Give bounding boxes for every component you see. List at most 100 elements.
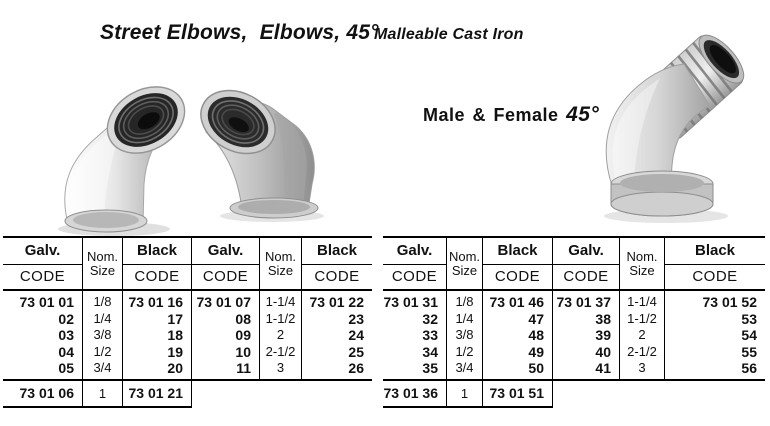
header-galv-code: Galv. CODE xyxy=(553,238,620,289)
table-cell: 1-1/2 xyxy=(627,310,657,326)
nom-size-column: 1/8 1/4 3/8 1/2 3/4 xyxy=(447,291,483,379)
caption-angle: 45° xyxy=(566,103,600,126)
galv-code-column: 73 01 37 38 39 40 41 xyxy=(553,291,620,379)
table-cell: 03 xyxy=(58,327,74,343)
table-cell: 19 xyxy=(167,343,183,360)
table-cell: 1/2 xyxy=(455,343,474,359)
table-cell: 33 xyxy=(422,327,438,343)
caption-text: Male & Female xyxy=(423,105,559,125)
page-subtitle: Malleable Cast Iron xyxy=(374,26,524,43)
table-cell: 17 xyxy=(167,310,183,327)
footer-galv-code: 73 01 06 xyxy=(3,380,83,406)
nom-size-column: 1/8 1/4 3/8 1/2 3/4 xyxy=(83,291,123,379)
table-cell: 73 01 31 xyxy=(383,294,439,310)
table-header: Galv. CODE Nom. Size Black CODE Galv. CO… xyxy=(383,236,765,291)
table-cell: 3 xyxy=(276,360,285,375)
nom-size-column: 1-1/4 1-1/2 2 2-1/2 3 xyxy=(620,291,665,379)
table-cell: 23 xyxy=(348,310,364,327)
galvanized-45-elbow-photo xyxy=(58,86,186,236)
table-body: 73 01 01 02 03 04 05 1/8 1/4 3/8 1/2 3/4 73 01 1… xyxy=(3,291,372,381)
page-title: Street Elbows, Elbows, 45° xyxy=(100,21,379,44)
table-cell: 56 xyxy=(741,360,757,376)
table-cell: 47 xyxy=(528,310,544,327)
table-cell: 04 xyxy=(58,343,74,360)
header-black-code: Black CODE xyxy=(123,238,192,289)
nom-size-column: 1-1/4 1-1/2 2 2-1/2 3 xyxy=(260,291,302,379)
header-nom-size: Nom. Size xyxy=(83,238,123,289)
header-black-code: Black CODE xyxy=(302,238,372,289)
table-cell: 73 01 07 xyxy=(196,294,252,310)
table-cell: 2 xyxy=(638,327,646,342)
header-nom-size: Nom. Size xyxy=(620,238,665,289)
table-cell: 73 01 52 xyxy=(702,294,758,310)
footer-nom-size: 1 xyxy=(83,380,123,406)
table-cell: 24 xyxy=(348,327,364,343)
table-cell: 08 xyxy=(235,310,251,327)
table-cell: 73 01 22 xyxy=(309,294,365,310)
galv-code-column: 73 01 31 32 33 34 35 xyxy=(383,291,447,379)
table-cell: 25 xyxy=(348,343,364,360)
header-black-code: Black CODE xyxy=(483,238,553,289)
table-cell: 3 xyxy=(638,360,646,375)
black-code-column: 73 01 52 53 54 55 56 xyxy=(665,291,765,379)
footer-black-code: 73 01 21 xyxy=(123,380,192,406)
header-galv-code: Galv. CODE xyxy=(3,238,83,289)
galv-code-column: 73 01 01 02 03 04 05 xyxy=(3,291,83,379)
table-cell: 73 01 16 xyxy=(128,294,184,310)
table-cell: 2 xyxy=(276,327,285,342)
table-footer-row: 73 01 36 1 73 01 51 xyxy=(383,380,553,408)
footer-galv-code: 73 01 36 xyxy=(383,380,447,406)
table-cell: 3/4 xyxy=(93,360,112,375)
stainless-45-elbow-photo xyxy=(200,89,324,222)
table-cell: 73 01 01 xyxy=(19,294,75,310)
footer-black-code: 73 01 51 xyxy=(483,380,553,406)
male-female-45-street-elbow-photo xyxy=(604,34,745,223)
table-cell: 26 xyxy=(348,360,364,376)
header-black-code: Black CODE xyxy=(665,238,765,289)
table-cell: 55 xyxy=(741,343,757,360)
black-code-column: 73 01 16 17 18 19 20 xyxy=(123,291,192,379)
table-cell: 49 xyxy=(528,343,544,360)
table-cell: 20 xyxy=(167,360,183,376)
table-cell: 3/4 xyxy=(455,360,474,375)
table-cell: 1-1/4 xyxy=(627,294,657,309)
table-cell: 73 01 46 xyxy=(489,294,545,310)
table-cell: 41 xyxy=(595,360,611,376)
table-cell: 40 xyxy=(595,343,611,360)
black-code-column: 73 01 46 47 48 49 50 xyxy=(483,291,553,379)
table-cell: 73 01 37 xyxy=(556,294,612,310)
header-nom-size: Nom. Size xyxy=(260,238,302,289)
table-cell: 3/8 xyxy=(93,327,112,342)
table-cell: 09 xyxy=(235,327,251,343)
table-cell: 54 xyxy=(741,327,757,343)
table-cell: 53 xyxy=(741,310,757,327)
galv-code-column: 73 01 07 08 09 10 11 xyxy=(192,291,260,379)
table-cell: 18 xyxy=(167,327,183,343)
table-cell: 38 xyxy=(595,310,611,327)
table-cell: 1/4 xyxy=(93,310,112,326)
table-cell: 32 xyxy=(422,310,438,327)
table-body: 73 01 31 32 33 34 35 1/8 1/4 3/8 1/2 3/4 73 01 4… xyxy=(383,291,765,381)
table-cell: 1-1/4 xyxy=(265,294,296,309)
table-cell: 1/8 xyxy=(455,294,474,309)
table-cell: 48 xyxy=(528,327,544,343)
header-galv-code: Galv. CODE xyxy=(383,238,447,289)
header-galv-code: Galv. CODE xyxy=(192,238,260,289)
footer-nom-size: 1 xyxy=(447,380,483,406)
header-nom-size: Nom. Size xyxy=(447,238,483,289)
table-cell: 34 xyxy=(422,343,438,360)
table-cell: 1/4 xyxy=(455,310,474,326)
table-cell: 35 xyxy=(422,360,438,376)
table-cell: 50 xyxy=(528,360,544,376)
black-code-column: 73 01 22 23 24 25 26 xyxy=(302,291,372,379)
table-cell: 2-1/2 xyxy=(627,343,657,359)
table-cell: 05 xyxy=(58,360,74,376)
table-cell: 1/8 xyxy=(93,294,112,309)
table-header: Galv. CODE Nom. Size Black CODE Galv. CO… xyxy=(3,236,372,291)
fittings-table-right: Galv. CODE Nom. Size Black CODE Galv. CO… xyxy=(383,236,765,408)
table-cell: 2-1/2 xyxy=(265,343,296,359)
table-cell: 02 xyxy=(58,310,74,327)
table-cell: 3/8 xyxy=(455,327,474,342)
table-cell: 10 xyxy=(235,343,251,360)
